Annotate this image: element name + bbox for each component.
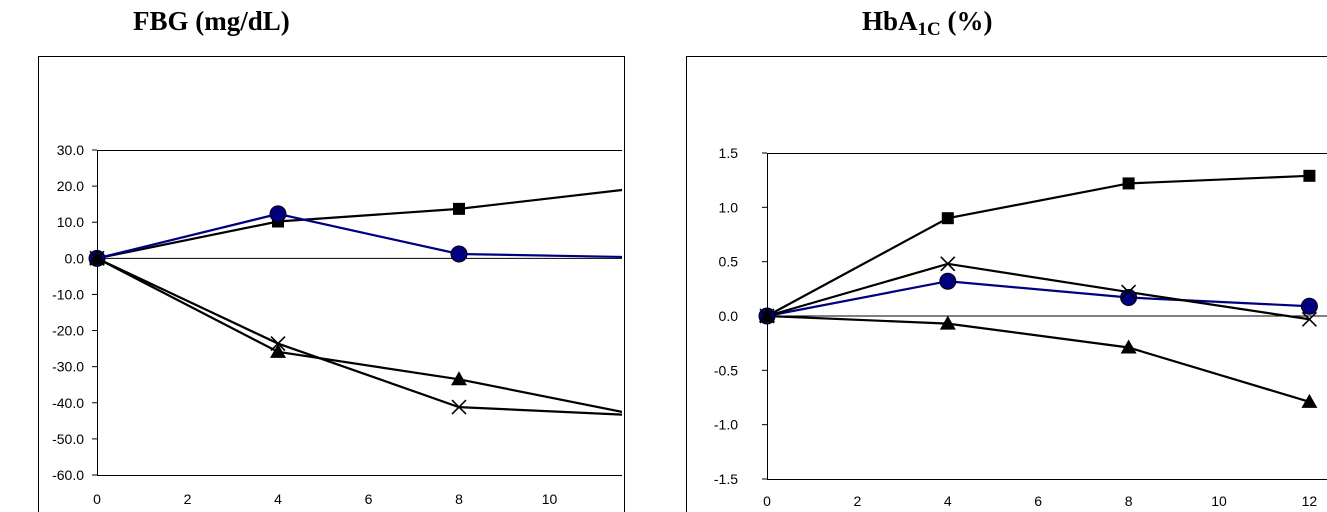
x-tick-label: 6 bbox=[365, 491, 373, 507]
plot-series bbox=[758, 169, 1318, 408]
hba1c-chart: 1.5 1.0 0.5 0.0 -0.5 -1.0 -1.5 0 2 4 6 8 10 12 bbox=[686, 56, 1327, 512]
y-tick-label: 1.0 bbox=[719, 199, 739, 215]
marker-circle bbox=[450, 245, 468, 263]
y-tick-label: -50.0 bbox=[52, 431, 84, 447]
y-tick-label: -60.0 bbox=[52, 467, 84, 483]
y-tick-label: 30.0 bbox=[57, 142, 84, 158]
marker-circle bbox=[1120, 289, 1138, 307]
marker-x bbox=[759, 308, 775, 324]
x-tick-label: 10 bbox=[542, 491, 558, 507]
y-tick-label: 0.0 bbox=[719, 308, 739, 324]
marker-circle bbox=[1300, 297, 1318, 315]
marker-square bbox=[634, 182, 646, 194]
marker-square bbox=[1122, 177, 1135, 190]
x-tick-label: 12 bbox=[1302, 493, 1318, 509]
y-tick-label: -40.0 bbox=[52, 395, 84, 411]
fbg-panel-title: FBG (mg/dL) bbox=[133, 6, 290, 36]
marker-circle bbox=[632, 249, 648, 265]
series-line-circle bbox=[766, 280, 1310, 318]
series-line-triangle bbox=[96, 257, 622, 413]
y-tick-label: -0.5 bbox=[714, 362, 738, 378]
hba1c-panel-title: HbA1C (%) bbox=[862, 6, 993, 41]
x-tick-label: 2 bbox=[854, 493, 862, 509]
marker-triangle bbox=[632, 407, 648, 421]
marker-triangle bbox=[270, 343, 286, 358]
hba1c-title-unit: (%) bbox=[940, 6, 993, 36]
hba1c-title-subscript: 1C bbox=[917, 19, 941, 40]
marker-square bbox=[453, 202, 465, 215]
x-tick-label: 6 bbox=[1034, 493, 1042, 509]
series-line-triangle bbox=[766, 314, 1310, 403]
marker-circle bbox=[939, 272, 957, 290]
series-line-square bbox=[96, 188, 622, 260]
marker-triangle bbox=[451, 371, 467, 386]
x-tick-label: 2 bbox=[184, 491, 192, 507]
series-line-x bbox=[96, 257, 622, 416]
y-tick-label: -1.5 bbox=[714, 471, 738, 487]
marker-square bbox=[1303, 169, 1316, 182]
marker-triangle bbox=[1120, 339, 1137, 354]
marker-square bbox=[941, 212, 954, 225]
x-tick-label: 8 bbox=[1125, 493, 1133, 509]
series-line-square bbox=[766, 174, 1310, 317]
chart-frame bbox=[38, 56, 625, 512]
y-tick-label: 1.5 bbox=[719, 145, 739, 161]
marker-x bbox=[270, 335, 286, 352]
y-tick-label: -20.0 bbox=[52, 323, 84, 339]
x-tick-label: 8 bbox=[455, 491, 463, 507]
y-tick-label: 10.0 bbox=[57, 214, 84, 230]
x-tick-label: 4 bbox=[274, 491, 282, 507]
marker-x bbox=[940, 256, 956, 272]
y-tick-label: -1.0 bbox=[714, 417, 738, 433]
y-tick-label: 0.0 bbox=[65, 250, 85, 266]
hba1c-title-main: HbA bbox=[862, 6, 918, 36]
series-line-x bbox=[766, 262, 1310, 321]
x-tick-label: 10 bbox=[1211, 493, 1227, 509]
marker-triangle bbox=[1301, 393, 1318, 408]
fbg-chart: 30.0 20.0 10.0 0.0 -10.0 -20.0 -30.0 -40.0 -50.0… bbox=[38, 56, 648, 512]
marker-circle bbox=[269, 205, 287, 223]
x-tick-label: 0 bbox=[763, 493, 771, 509]
marker-triangle bbox=[939, 315, 956, 330]
plot-series bbox=[88, 182, 648, 422]
series-line-circle bbox=[96, 212, 622, 260]
x-tick-label: 4 bbox=[944, 493, 952, 509]
marker-x bbox=[1301, 311, 1317, 327]
marker-x bbox=[89, 250, 105, 266]
x-tick-label: 0 bbox=[93, 491, 101, 507]
y-tick-label: 20.0 bbox=[57, 178, 84, 194]
marker-x bbox=[633, 408, 647, 422]
y-tick-label: -30.0 bbox=[52, 359, 84, 375]
y-tick-label: 0.5 bbox=[719, 254, 739, 270]
marker-x bbox=[451, 399, 467, 415]
marker-x bbox=[1121, 284, 1137, 300]
y-tick-label: -10.0 bbox=[52, 286, 84, 302]
chart-frame bbox=[686, 56, 1327, 512]
